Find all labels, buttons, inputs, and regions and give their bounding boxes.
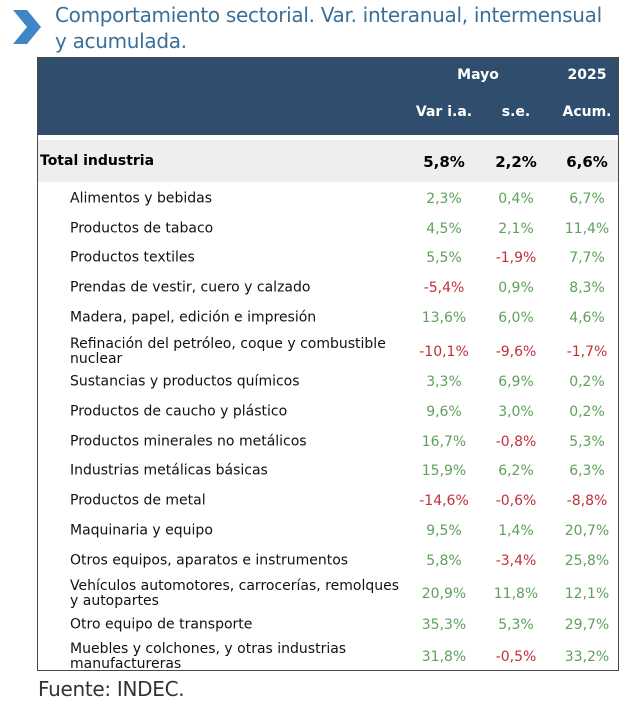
table-header: Mayo 2025 Var i.a. s.e. Acum. [38,58,618,135]
sector-label: Otros equipos, aparatos e instrumentos [70,552,349,569]
value-se: 6,9% [498,374,534,390]
value-yoy: 4,5% [426,221,462,237]
value-se: -0,5% [495,649,537,665]
value-se: 5,3% [498,617,534,633]
total-acum: 6,6% [566,153,608,171]
table-row: Industrias metálicas básicas 15,9% 6,2% 6,3… [38,456,618,486]
value-yoy: 5,5% [426,250,462,266]
value-yoy: -14,6% [419,493,469,509]
header-col-acum: Acum. [562,104,612,120]
sector-label: Maquinaria y equipo [70,522,213,539]
value-se: -1,9% [495,250,537,266]
value-acum: 5,3% [569,434,605,450]
value-yoy: 2,3% [426,191,462,207]
table-row: Productos de caucho y plástico 9,6% 3,0% 0,… [38,397,618,427]
value-se: 0,4% [498,191,534,207]
table-row: Alimentos y bebidas 2,3% 0,4% 6,7% [38,184,618,214]
value-se: 1,4% [498,523,534,539]
value-acum: 4,6% [569,310,605,326]
value-se: 6,2% [498,463,534,479]
total-label: Total industria [40,153,155,169]
header-group-year: 2025 [567,67,607,83]
value-acum: 33,2% [564,649,610,665]
value-se: 3,0% [498,404,534,420]
value-se: -0,8% [495,434,537,450]
header-col-yoy: Var i.a. [415,104,473,120]
value-yoy: 9,6% [426,404,462,420]
sector-label: Productos textiles [70,249,195,266]
value-se: -3,4% [495,553,537,569]
value-acum: -8,8% [566,493,608,509]
sector-label: Madera, papel, edición e impresión [70,309,317,326]
value-se: 2,1% [498,221,534,237]
value-se: -9,6% [495,344,537,360]
value-acum: -1,7% [566,344,608,360]
sector-label: Productos de tabaco [70,220,214,237]
table-row: Productos minerales no metálicos 16,7% -0,… [38,427,618,457]
value-acum: 0,2% [569,404,605,420]
value-acum: 11,4% [564,221,610,237]
value-acum: 25,8% [564,553,610,569]
value-yoy: -10,1% [419,344,469,360]
value-yoy: 16,7% [421,434,467,450]
value-acum: 6,7% [569,191,605,207]
value-se: 11,8% [493,586,539,602]
value-acum: 0,2% [569,374,605,390]
table-row: Productos de tabaco 4,5% 2,1% 11,4% [38,214,618,244]
total-row: Total industria 5,8% 2,2% 6,6% [38,140,618,182]
table-row: Otro equipo de transporte 35,3% 5,3% 29,7% [38,610,618,640]
value-yoy: 13,6% [421,310,467,326]
value-acum: 29,7% [564,617,610,633]
header-col-se: s.e. [501,104,531,120]
value-se: 6,0% [498,310,534,326]
table-row: Prendas de vestir, cuero y calzado -5,4% 0… [38,273,618,303]
table-row: Maquinaria y equipo 9,5% 1,4% 20,7% [38,516,618,546]
value-acum: 6,3% [569,463,605,479]
table-row: Refinación del petróleo, coque y combust… [38,334,618,370]
table-row: Muebles y colchones, y otras industrias … [38,639,618,675]
sector-label: Productos minerales no metálicos [70,433,307,450]
table-row: Otros equipos, aparatos e instrumentos 5,… [38,546,618,576]
sector-label: Muebles y colchones, y otras industrias … [70,641,347,672]
sector-label: Vehículos automotores, carrocerías, remo… [70,578,400,609]
sector-label: Sustancias y productos químicos [70,373,300,390]
value-acum: 12,1% [564,586,610,602]
sector-label: Industrias metálicas básicas [70,462,268,479]
sector-label: Productos de caucho y plástico [70,403,288,420]
chevron-right-icon [13,10,41,44]
header-group-may: Mayo [457,67,499,83]
table-row: Productos textiles 5,5% -1,9% 7,7% [38,243,618,273]
value-yoy: -5,4% [423,280,465,296]
value-se: 0,9% [498,280,534,296]
value-yoy: 31,8% [421,649,467,665]
sector-table: Mayo 2025 Var i.a. s.e. Acum. Total indu… [37,57,619,672]
sector-label: Prendas de vestir, cuero y calzado [70,279,311,296]
value-acum: 8,3% [569,280,605,296]
table-row: Productos de metal -14,6% -0,6% -8,8% [38,486,618,516]
value-yoy: 3,3% [426,374,462,390]
value-yoy: 5,8% [426,553,462,569]
value-se: -0,6% [495,493,537,509]
table-title: Comportamiento sectorial. Var. interanua… [55,3,602,53]
sector-label: Alimentos y bebidas [70,190,213,207]
sector-label: Productos de metal [70,492,206,509]
table-row: Sustancias y productos químicos 3,3% 6,9% 0… [38,367,618,397]
table-row: Vehículos automotores, carrocerías, remo… [38,576,618,612]
value-yoy: 35,3% [421,617,467,633]
total-se: 2,2% [495,153,537,171]
sector-label: Refinación del petróleo, coque y combust… [70,336,386,367]
table-row: Madera, papel, edición e impresión 13,6% 6… [38,303,618,333]
sector-label: Otro equipo de transporte [70,616,253,633]
value-acum: 7,7% [569,250,605,266]
value-yoy: 9,5% [426,523,462,539]
value-yoy: 20,9% [421,586,467,602]
value-acum: 20,7% [564,523,610,539]
total-yoy: 5,8% [423,153,465,171]
value-yoy: 15,9% [421,463,467,479]
source-note: Fuente: INDEC. [38,677,185,701]
